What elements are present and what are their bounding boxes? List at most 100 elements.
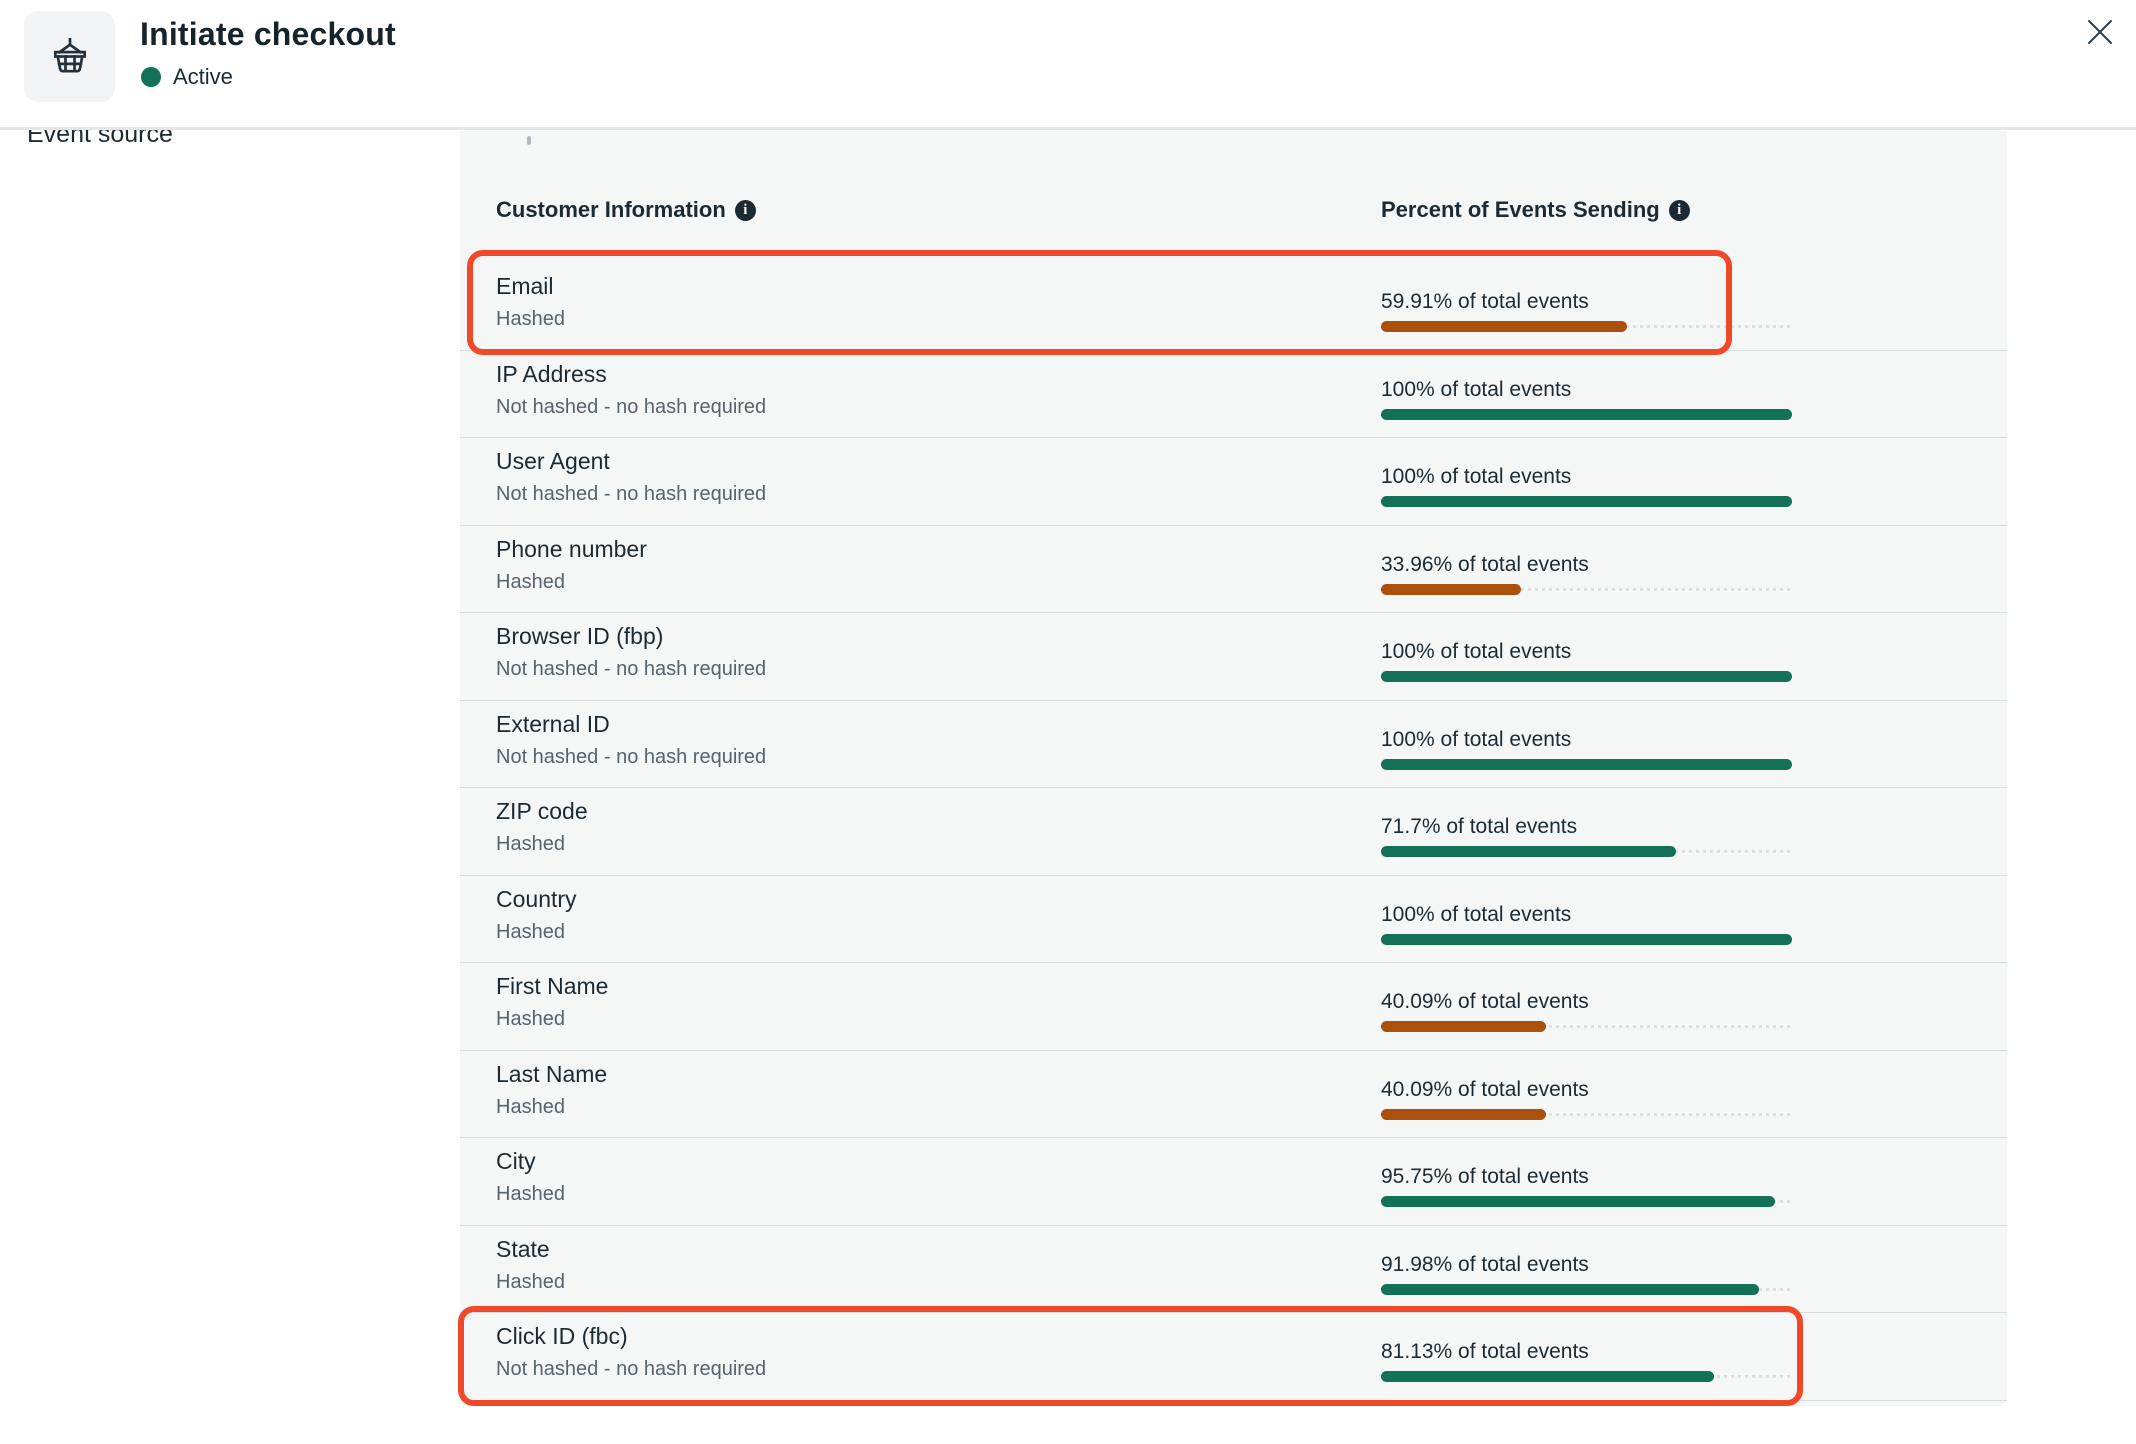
param-hash-status: Not hashed - no hash required — [496, 395, 767, 418]
param-value: 100% of total events — [1381, 639, 1792, 682]
percent-bar-fill — [1381, 496, 1792, 507]
param-value: 100% of total events — [1381, 377, 1792, 420]
param-percent-label: 100% of total events — [1381, 465, 1572, 488]
percent-bar-fill — [1381, 846, 1676, 857]
param-value: 71.7% of total events — [1381, 814, 1792, 857]
param-value: 91.98% of total events — [1381, 1252, 1792, 1295]
status-label: Active — [173, 64, 233, 89]
percent-bar-track — [1381, 1108, 1792, 1120]
param-name: IP Address — [496, 360, 607, 387]
table-row: ZIP code Hashed 71.7% of total events — [460, 788, 2007, 876]
param-value: 40.09% of total events — [1381, 1077, 1792, 1120]
param-percent-label: 91.98% of total events — [1381, 1252, 1589, 1276]
percent-bar-fill — [1381, 583, 1521, 595]
param-value: 40.09% of total events — [1381, 989, 1792, 1032]
percent-bar-dotted-track — [1381, 1112, 1792, 1116]
table-row: User Agent Not hashed - no hash required 1… — [460, 438, 2007, 526]
table-row: IP Address Not hashed - no hash required 1… — [460, 351, 2007, 438]
percent-bar-dotted-track — [1381, 1025, 1792, 1028]
percent-bar-fill — [1381, 321, 1627, 332]
table-row: External ID Not hashed - no hash required… — [460, 701, 2007, 788]
param-value: 100% of total events — [1381, 464, 1792, 507]
scrolled-content-artifact — [527, 136, 531, 145]
percent-bar-fill — [1381, 1371, 1714, 1382]
percent-bar-track — [1381, 496, 1792, 507]
column-header-label: Customer Information — [496, 197, 726, 222]
active-status-dot — [141, 67, 161, 87]
param-hash-status: Not hashed - no hash required — [496, 483, 767, 505]
table-row: City Hashed 95.75% of total events — [460, 1138, 2007, 1226]
param-hash-status: Hashed — [496, 308, 565, 330]
param-percent-label: 81.13% of total events — [1381, 1340, 1589, 1363]
param-hash-status: Hashed — [496, 1270, 565, 1293]
column-header-customer-information: Customer Information i — [496, 197, 756, 223]
percent-bar-fill — [1381, 408, 1792, 420]
modal-header: Initiate checkout Active — [0, 0, 2136, 130]
param-percent-label: 71.7% of total events — [1381, 815, 1578, 838]
param-name: Last Name — [496, 1060, 608, 1087]
param-name: Phone number — [496, 535, 647, 562]
percent-bar-track — [1381, 758, 1792, 770]
percent-bar-track — [1381, 1021, 1792, 1032]
param-hash-status: Hashed — [496, 920, 565, 943]
param-percent-label: 100% of total events — [1381, 377, 1572, 401]
param-hash-status: Hashed — [496, 1008, 565, 1030]
table-row: Country Hashed 100% of total events — [460, 876, 2007, 963]
percent-bar-fill — [1381, 1196, 1775, 1207]
param-value: 81.13% of total events — [1381, 1339, 1792, 1382]
param-name: Email — [496, 273, 554, 299]
percent-bar-track — [1381, 408, 1792, 420]
param-percent-label: 100% of total events — [1381, 640, 1572, 663]
param-hash-status: Not hashed - no hash required — [496, 1358, 767, 1380]
param-hash-status: Hashed — [496, 1095, 565, 1118]
table-row: Email Hashed 59.91% of total events — [460, 263, 2007, 351]
table-row: Browser ID (fbp) Not hashed - no hash req… — [460, 613, 2007, 701]
table-row: Last Name Hashed 40.09% of total events — [460, 1051, 2007, 1138]
percent-bar-track — [1381, 1283, 1792, 1295]
param-name: First Name — [496, 973, 609, 999]
param-percent-label: 33.96% of total events — [1381, 552, 1589, 576]
param-percent-label: 59.91% of total events — [1381, 290, 1589, 313]
parameter-rows: Email Hashed 59.91% of total events IP Addr… — [460, 263, 2007, 1401]
param-value: 33.96% of total events — [1381, 552, 1792, 595]
customer-information-panel: Customer Information i Percent of Events… — [460, 131, 2007, 1406]
percent-bar-dotted-track — [1381, 587, 1792, 591]
percent-bar-fill — [1381, 1021, 1546, 1032]
param-hash-status: Hashed — [496, 1183, 565, 1205]
column-header-percent-of-events: Percent of Events Sending i — [1381, 197, 1690, 223]
table-row: State Hashed 91.98% of total events — [460, 1226, 2007, 1313]
param-hash-status: Hashed — [496, 570, 565, 593]
percent-bar-track — [1381, 1196, 1792, 1207]
page-title: Initiate checkout — [140, 16, 396, 52]
param-name: State — [496, 1235, 550, 1262]
event-icon-tile — [24, 11, 115, 102]
param-percent-label: 40.09% of total events — [1381, 1077, 1589, 1101]
percent-bar-fill — [1381, 671, 1792, 682]
param-name: Click ID (fbc) — [496, 1323, 628, 1349]
percent-bar-fill — [1381, 758, 1792, 770]
param-percent-label: 95.75% of total events — [1381, 1165, 1589, 1188]
param-name: ZIP code — [496, 798, 588, 824]
percent-bar-fill — [1381, 1108, 1546, 1120]
basket-icon — [53, 37, 86, 73]
param-name: Browser ID (fbp) — [496, 623, 664, 649]
status-badge: Active — [141, 64, 233, 90]
column-header-label: Percent of Events Sending — [1381, 197, 1660, 222]
close-button[interactable] — [2080, 12, 2120, 52]
percent-bar-fill — [1381, 933, 1792, 945]
param-percent-label: 40.09% of total events — [1381, 990, 1589, 1013]
percent-bar-track — [1381, 933, 1792, 945]
param-name: External ID — [496, 710, 610, 737]
info-icon[interactable]: i — [1668, 199, 1690, 221]
percent-bar-track — [1381, 583, 1792, 595]
param-name: User Agent — [496, 448, 610, 474]
param-name: City — [496, 1148, 536, 1174]
table-row: Click ID (fbc) Not hashed - no hash requi… — [460, 1313, 2007, 1401]
param-hash-status: Not hashed - no hash required — [496, 745, 767, 768]
close-icon — [2088, 20, 2112, 44]
percent-bar-track — [1381, 671, 1792, 682]
param-value: 95.75% of total events — [1381, 1164, 1792, 1207]
info-icon[interactable]: i — [734, 199, 756, 221]
percent-bar-fill — [1381, 1283, 1759, 1295]
param-hash-status: Not hashed - no hash required — [496, 658, 767, 680]
